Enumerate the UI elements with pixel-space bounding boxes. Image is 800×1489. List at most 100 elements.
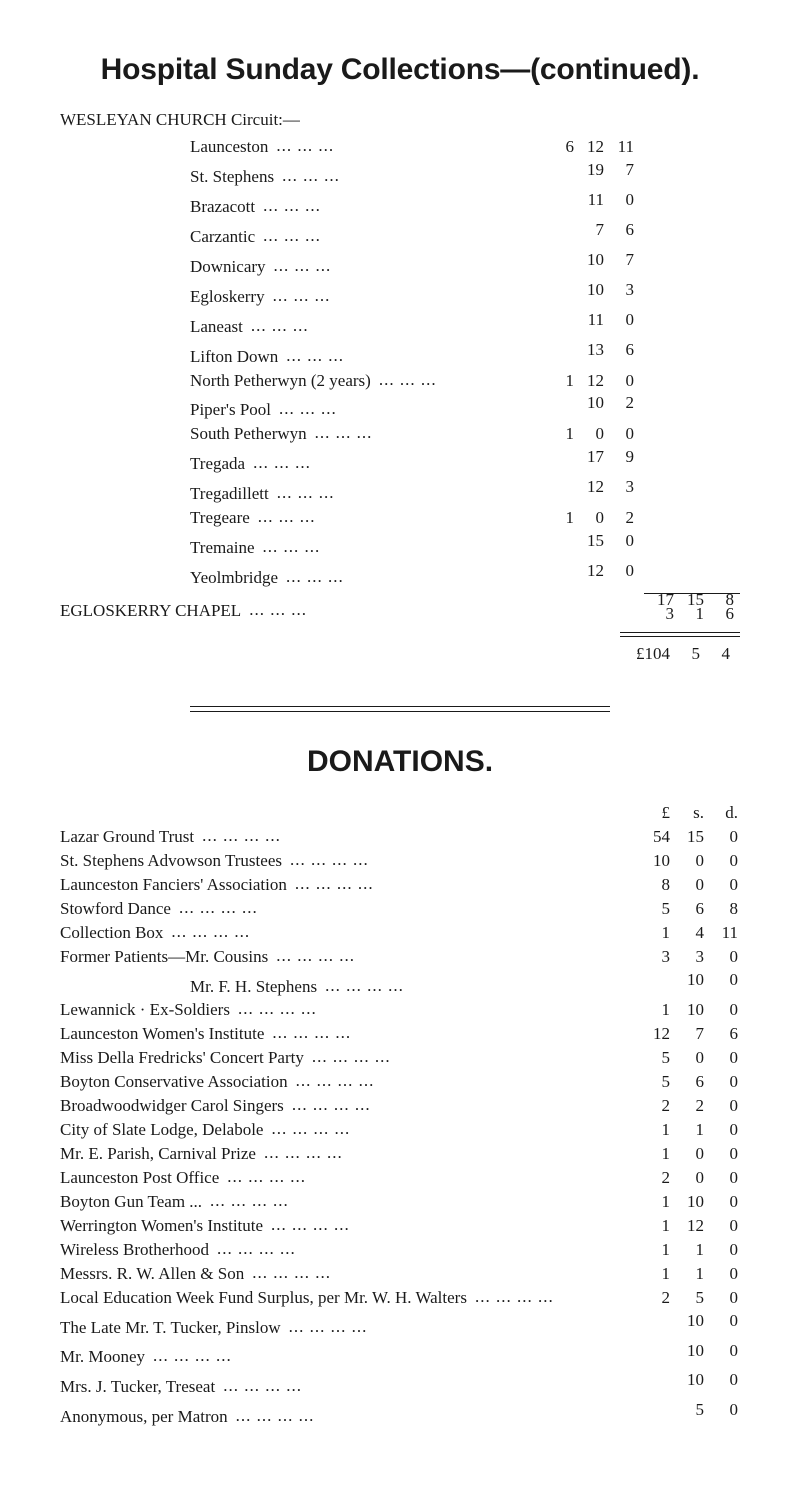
collection-name: Laneast xyxy=(190,316,243,339)
donation-name: Wireless Brotherhood xyxy=(60,1239,209,1262)
amount-s: 12 xyxy=(574,476,604,499)
collection-row: Tregada 179 xyxy=(60,446,740,476)
amount-l: 6 xyxy=(540,136,574,159)
amount-s: 10 xyxy=(670,1369,704,1392)
leader-dots xyxy=(250,506,540,523)
collection-row: Egloskerry103 xyxy=(60,279,740,309)
wesleyan-subtotal-l: 17 xyxy=(640,589,674,612)
amount-l: 2 xyxy=(630,1167,670,1190)
collection-amount: 110 xyxy=(540,189,640,212)
grand-total-l: £104 xyxy=(610,643,670,666)
amount-s: 7 xyxy=(670,1023,704,1046)
wesleyan-subtotal-s: 15 xyxy=(674,589,704,612)
amount-s: 10 xyxy=(574,249,604,272)
amount-l xyxy=(540,279,574,302)
donation-amount: 110 xyxy=(630,1119,740,1142)
amount-l: 1 xyxy=(630,999,670,1022)
amount-s: 10 xyxy=(670,1310,704,1333)
amount-d: 0 xyxy=(704,969,738,992)
donation-row: Boyton Conservative Association560 xyxy=(60,1070,740,1094)
amount-s: 19 xyxy=(574,159,604,182)
amount-s: 17 xyxy=(574,446,604,469)
donation-name: The Late Mr. T. Tucker, Pinslow xyxy=(60,1317,281,1340)
donation-name: Stowford Dance xyxy=(60,898,171,921)
amount-s: 0 xyxy=(574,507,604,530)
donation-row: Broadwoodwidger Carol Singers220 xyxy=(60,1094,740,1118)
amount-d: 0 xyxy=(704,826,738,849)
amount-s: 10 xyxy=(670,969,704,992)
donation-row: Launceston Women's Institute1276 xyxy=(60,1022,740,1046)
donation-row: Mr. Mooney100 xyxy=(60,1340,740,1370)
collection-name: North Petherwyn (2 years) xyxy=(190,370,371,393)
donation-name: Mr. F. H. Stephens xyxy=(60,976,317,999)
collection-row: Yeolmbridge120 xyxy=(60,560,740,590)
donation-row: Werrington Women's Institute1120 xyxy=(60,1214,740,1238)
donations-header-s: s. xyxy=(670,802,704,825)
collection-amount: 103 xyxy=(540,279,640,302)
amount-d: 0 xyxy=(704,1191,738,1214)
amount-d: 0 xyxy=(704,1340,738,1363)
amount-l: 1 xyxy=(630,1143,670,1166)
amount-l: 1 xyxy=(630,1263,670,1286)
leader-dots xyxy=(215,1375,630,1392)
donation-amount: 560 xyxy=(630,1071,740,1094)
leader-dots xyxy=(263,1118,630,1135)
amount-l: 2 xyxy=(630,1095,670,1118)
donation-amount: 50 xyxy=(630,1399,740,1422)
donation-row: Stowford Dance568 xyxy=(60,897,740,921)
donations-lsd-header: £ s. d. xyxy=(60,802,740,825)
leader-dots xyxy=(230,998,630,1015)
leader-dots xyxy=(271,398,540,415)
leader-dots xyxy=(255,195,540,212)
collection-amount: 136 xyxy=(540,339,640,362)
leader-dots xyxy=(317,975,630,992)
leader-dots xyxy=(244,1262,630,1279)
donation-amount: 100 xyxy=(630,1340,740,1363)
donation-name: Lazar Ground Trust xyxy=(60,826,194,849)
amount-l xyxy=(630,1369,670,1392)
donation-amount: 500 xyxy=(630,1047,740,1070)
leader-dots xyxy=(278,566,540,583)
amount-s: 6 xyxy=(670,898,704,921)
leader-dots xyxy=(268,135,540,152)
collection-name: Tregada xyxy=(190,453,245,476)
amount-d: 0 xyxy=(604,530,634,553)
leader-dots xyxy=(256,1142,630,1159)
collection-row: Brazacott110 xyxy=(60,189,740,219)
leader-dots xyxy=(245,452,540,469)
collection-row: Laneast110 xyxy=(60,309,740,339)
amount-l xyxy=(540,159,574,182)
donation-name: Boyton Gun Team ... xyxy=(60,1191,202,1214)
collection-name: Tregeare xyxy=(190,507,250,530)
donation-amount: 110 xyxy=(630,1263,740,1286)
leader-dots xyxy=(266,255,540,272)
donations-list: Lazar Ground Trust54150St. Stephens Advo… xyxy=(60,825,740,1429)
donation-amount: 100 xyxy=(630,969,740,992)
amount-l xyxy=(540,249,574,272)
donation-name: Collection Box xyxy=(60,922,163,945)
amount-d: 0 xyxy=(704,999,738,1022)
amount-d: 0 xyxy=(704,850,738,873)
collection-row: South Petherwyn100 xyxy=(60,422,740,446)
amount-d: 0 xyxy=(704,1239,738,1262)
leader-dots xyxy=(171,897,630,914)
donation-row: Collection Box1411 xyxy=(60,921,740,945)
amount-d: 11 xyxy=(704,922,738,945)
donation-name: Launceston Post Office xyxy=(60,1167,219,1190)
leader-dots xyxy=(287,873,630,890)
amount-s: 11 xyxy=(574,309,604,332)
amount-d: 0 xyxy=(704,1119,738,1142)
amount-s: 0 xyxy=(670,1143,704,1166)
donation-name: Anonymous, per Matron xyxy=(60,1406,228,1429)
amount-d: 0 xyxy=(704,1263,738,1286)
donation-row: Mr. E. Parish, Carnival Prize100 xyxy=(60,1142,740,1166)
amount-s: 11 xyxy=(574,189,604,212)
amount-d: 0 xyxy=(704,874,738,897)
amount-d: 0 xyxy=(604,560,634,583)
collection-amount: 1120 xyxy=(540,370,640,393)
amount-l: 5 xyxy=(630,898,670,921)
donation-row: Former Patients—Mr. Cousins330 xyxy=(60,945,740,969)
amount-s: 12 xyxy=(574,560,604,583)
leader-dots xyxy=(274,165,540,182)
amount-d: 9 xyxy=(604,446,634,469)
